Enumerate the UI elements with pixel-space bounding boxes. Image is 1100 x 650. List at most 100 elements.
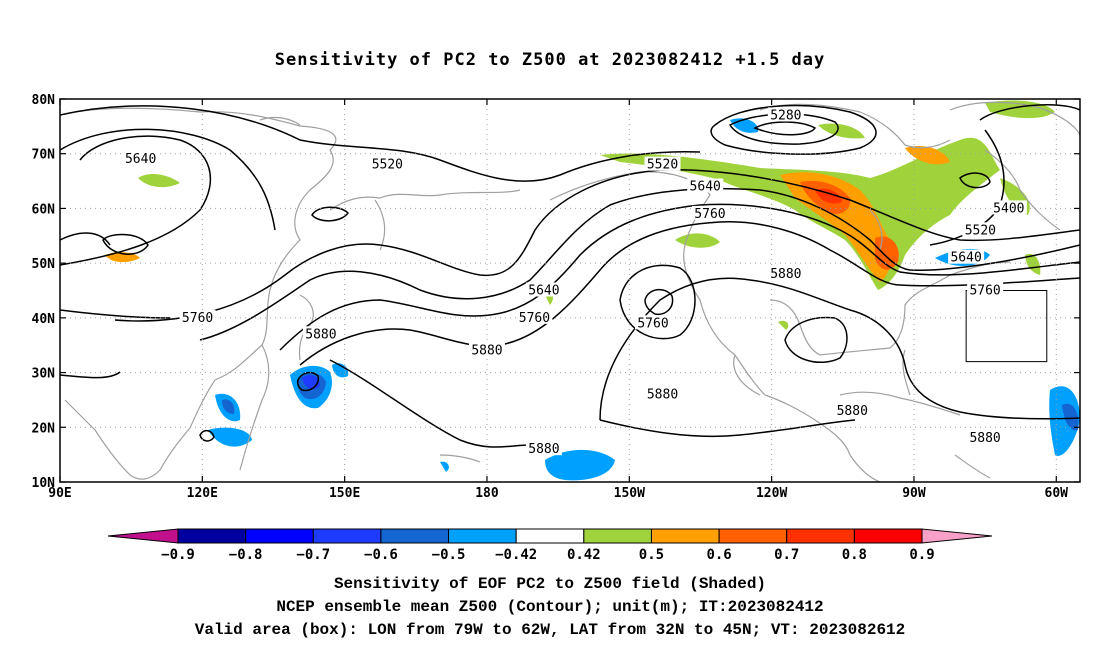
contour-label-bg — [179, 309, 216, 324]
contour-label-bg — [962, 222, 999, 237]
shade-negative — [440, 461, 449, 472]
contour-label-bg — [644, 156, 681, 171]
contour-label: 5640 — [950, 251, 981, 266]
lat-label: 20N — [32, 421, 56, 436]
caption-shaded: Sensitivity of EOF PC2 to Z500 field (Sh… — [333, 575, 767, 593]
shade-positive — [675, 233, 720, 248]
z500-contour — [102, 233, 149, 255]
contour-label: 5520 — [965, 223, 996, 238]
colorbar-label: −0.5 — [432, 547, 466, 563]
lat-label: 80N — [32, 93, 56, 108]
lat-label: 70N — [32, 148, 56, 163]
shade-negative — [1049, 386, 1080, 456]
coastline — [298, 294, 314, 361]
z500-contour — [60, 371, 121, 379]
contour-label-bg — [525, 441, 562, 456]
contour-label: 5760 — [182, 311, 213, 326]
valid-area-box — [965, 290, 1048, 363]
colorbar-label: −0.8 — [229, 547, 263, 563]
lon-label: 90W — [902, 486, 926, 501]
colorbar-segment — [718, 528, 788, 544]
shade-positive — [138, 173, 180, 188]
contour-label: 5760 — [637, 316, 668, 331]
colorbar-under-triangle — [107, 528, 179, 544]
z500-contour — [644, 288, 674, 316]
shade-negative — [222, 399, 235, 414]
coastline — [60, 107, 337, 480]
z500-contour — [784, 316, 848, 363]
shade-positive — [815, 188, 842, 204]
contour-label-bg — [369, 156, 406, 171]
contour-label: 5880 — [528, 442, 559, 457]
contour-label-bg — [687, 178, 724, 193]
coastline — [902, 349, 911, 396]
map-title: Sensitivity of PC2 to Z500 at 2023082412… — [274, 50, 826, 70]
contour-label-bg — [122, 151, 159, 166]
colorbar: −0.9 −0.8 −0.7 −0.6 −0.5 −0.42 0.42 0.5 0.6 0.7 0.… — [107, 528, 993, 563]
coastline — [549, 171, 881, 482]
z500-contour — [979, 104, 1080, 121]
contour-label-bg — [635, 315, 672, 330]
contour-label: 5520 — [647, 158, 678, 173]
coastline — [439, 454, 481, 463]
coastline — [733, 354, 761, 396]
colorbar-segment — [380, 528, 450, 544]
z500-contour — [199, 429, 215, 442]
z500-contour — [959, 172, 991, 189]
axis-ticks — [59, 98, 1080, 483]
colorbar-label: −0.42 — [495, 547, 537, 563]
contour-label: 5640 — [528, 284, 559, 299]
shade-positive — [1025, 253, 1041, 275]
contour-label-bg — [767, 266, 804, 281]
shading-layer — [105, 100, 1080, 481]
colorbar-over-triangle — [921, 528, 993, 544]
z500-contour — [114, 169, 1080, 322]
z500-contour — [199, 187, 1080, 341]
lon-label: 180 — [475, 486, 499, 501]
lon-label: 120W — [756, 486, 787, 501]
coastline — [954, 454, 991, 479]
colorbar-segment — [312, 528, 382, 544]
colorbar-segment — [245, 528, 314, 544]
shade-positive — [818, 123, 865, 139]
coastline — [869, 209, 883, 251]
shade-negative — [208, 427, 252, 447]
z500-contour — [329, 359, 531, 448]
colorbar-segment — [177, 528, 247, 544]
latitude-labels: 80N 70N 60N 50N 40N 30N 20N 10N — [32, 93, 56, 491]
coastline — [759, 103, 951, 149]
contour-label-bg — [468, 342, 505, 357]
z500-contour — [60, 232, 111, 246]
colorbar-segment — [786, 528, 855, 544]
colorbar-label: 0.7 — [774, 547, 799, 563]
contour-label: 5760 — [519, 311, 550, 326]
colorbar-label: −0.7 — [296, 547, 330, 563]
z500-contour — [60, 105, 701, 182]
lon-label: 90E — [48, 486, 71, 501]
contour-label-bg — [990, 200, 1027, 215]
coastline — [839, 391, 961, 416]
z500-contour — [599, 277, 1080, 421]
lon-label: 60W — [1045, 486, 1069, 501]
lat-label: 10N — [32, 476, 56, 491]
colorbar-label: 0.5 — [639, 547, 664, 563]
colorbar-segment — [583, 528, 652, 544]
contour-label-bg — [302, 326, 339, 341]
shade-positive — [780, 172, 892, 282]
colorbar-segment — [650, 528, 720, 544]
colorbar-segment — [853, 528, 923, 544]
lat-label: 60N — [32, 202, 56, 217]
coastline — [329, 189, 521, 211]
shade-negative — [332, 363, 349, 378]
contour-label-bg — [691, 205, 728, 220]
lon-label: 120E — [187, 486, 218, 501]
contour-label: 5880 — [471, 344, 502, 359]
contour-label-bg — [948, 249, 985, 264]
coastline — [949, 101, 1080, 136]
contour-label-bg — [834, 402, 871, 417]
contour-label: 5880 — [647, 387, 678, 402]
contour-label: 5640 — [125, 152, 156, 167]
z500-contour — [60, 135, 211, 266]
colorbar-label: 0.8 — [842, 547, 867, 563]
colorbar-label: 0.6 — [706, 547, 731, 563]
